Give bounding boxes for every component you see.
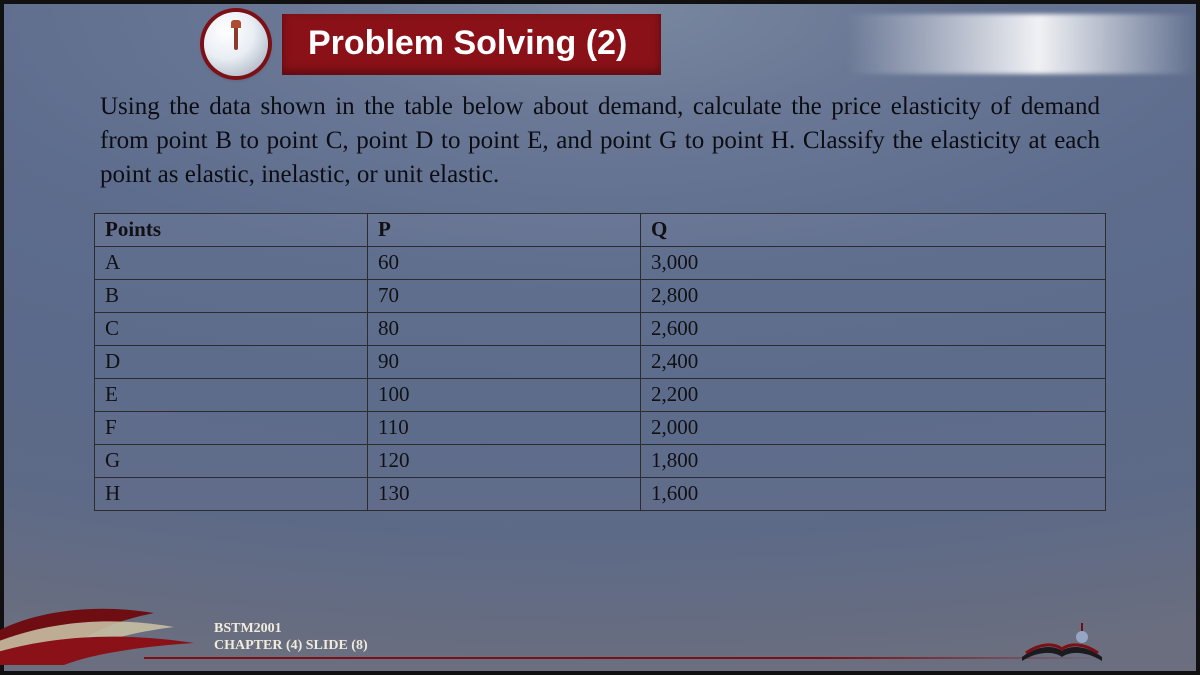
- cell-p: 60: [367, 247, 640, 280]
- cell-q: 1,600: [640, 478, 1105, 511]
- course-code: BSTM2001: [214, 621, 368, 638]
- cell-point: E: [95, 379, 368, 412]
- cell-point: D: [95, 346, 368, 379]
- cell-q: 2,400: [640, 346, 1105, 379]
- problem-statement: Using the data shown in the table below …: [94, 90, 1106, 191]
- cell-q: 3,000: [640, 247, 1105, 280]
- cell-point: H: [95, 478, 368, 511]
- slide-content: Problem Solving (2) Using the data shown…: [94, 4, 1106, 671]
- table-row: G 120 1,800: [95, 445, 1106, 478]
- col-header-q: Q: [640, 214, 1105, 247]
- presentation-slide: Problem Solving (2) Using the data shown…: [0, 0, 1200, 675]
- cell-p: 80: [367, 313, 640, 346]
- cell-point: F: [95, 412, 368, 445]
- cell-p: 70: [367, 280, 640, 313]
- cell-p: 100: [367, 379, 640, 412]
- logo-icon: [204, 12, 268, 76]
- title-row: Problem Solving (2): [94, 12, 1106, 76]
- col-header-points: Points: [95, 214, 368, 247]
- table-row: B 70 2,800: [95, 280, 1106, 313]
- cell-point: A: [95, 247, 368, 280]
- cell-p: 90: [367, 346, 640, 379]
- table-row: D 90 2,400: [95, 346, 1106, 379]
- cell-p: 130: [367, 478, 640, 511]
- cell-q: 1,800: [640, 445, 1105, 478]
- footer-rule: [144, 657, 1106, 659]
- slide-footer: BSTM2001 CHAPTER (4) SLIDE (8): [4, 605, 1196, 665]
- cell-point: C: [95, 313, 368, 346]
- table-row: H 130 1,600: [95, 478, 1106, 511]
- table-row: E 100 2,200: [95, 379, 1106, 412]
- demand-table: Points P Q A 60 3,000 B 70 2,800 C: [94, 213, 1106, 511]
- cell-point: B: [95, 280, 368, 313]
- cell-q: 2,200: [640, 379, 1105, 412]
- cell-p: 120: [367, 445, 640, 478]
- book-icon: [1020, 617, 1104, 663]
- cell-q: 2,600: [640, 313, 1105, 346]
- slide-title: Problem Solving (2): [282, 14, 661, 75]
- table-body: A 60 3,000 B 70 2,800 C 80 2,600 D 90: [95, 247, 1106, 511]
- table-row: F 110 2,000: [95, 412, 1106, 445]
- footer-text-block: BSTM2001 CHAPTER (4) SLIDE (8): [214, 621, 368, 655]
- table-row: C 80 2,600: [95, 313, 1106, 346]
- cell-p: 110: [367, 412, 640, 445]
- swoosh-icon: [0, 603, 224, 665]
- table-row: A 60 3,000: [95, 247, 1106, 280]
- col-header-p: P: [367, 214, 640, 247]
- cell-point: G: [95, 445, 368, 478]
- cell-q: 2,000: [640, 412, 1105, 445]
- slide-ref: CHAPTER (4) SLIDE (8): [214, 638, 368, 655]
- cell-q: 2,800: [640, 280, 1105, 313]
- table-header-row: Points P Q: [95, 214, 1106, 247]
